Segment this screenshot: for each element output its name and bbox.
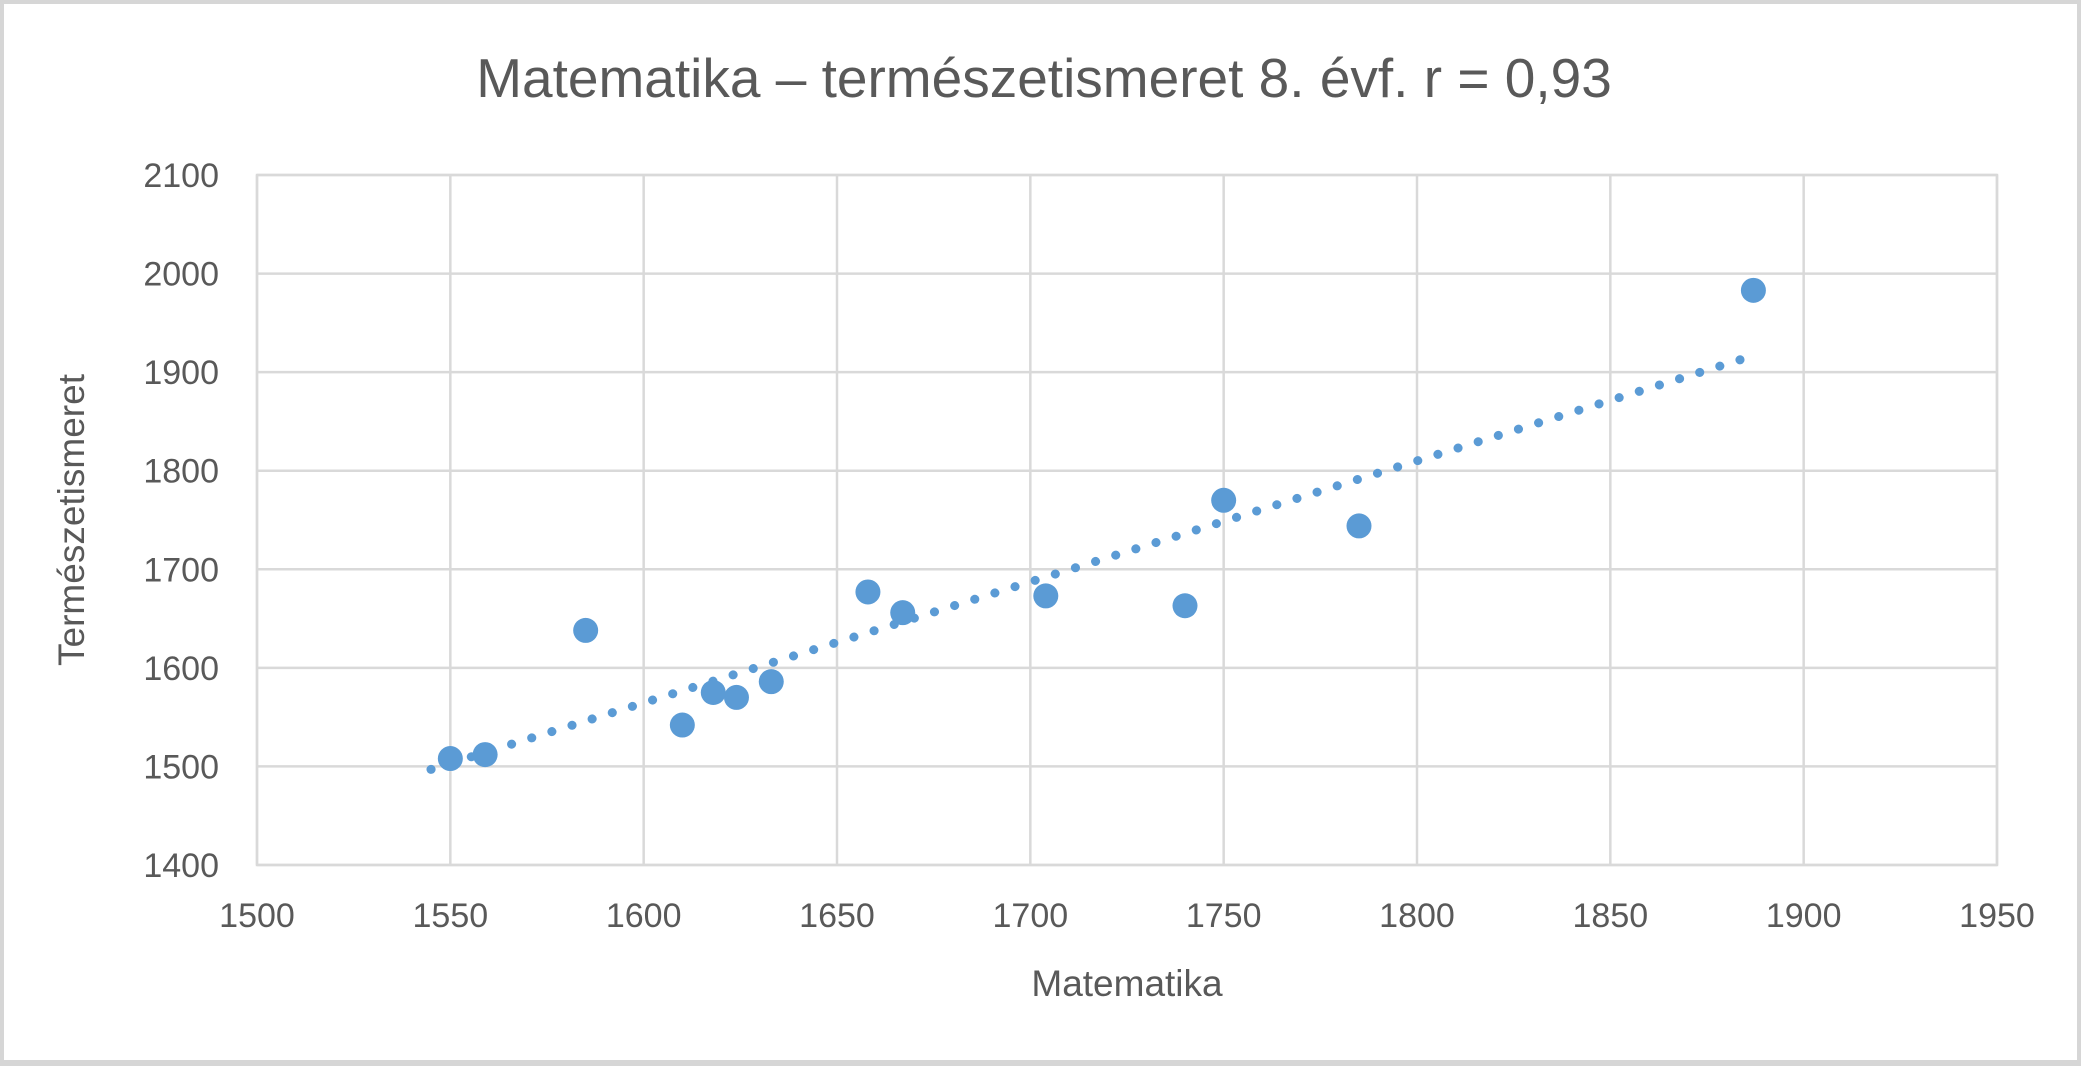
data-point xyxy=(437,746,463,772)
x-tick-label: 1900 xyxy=(1766,897,1842,935)
data-point xyxy=(723,684,749,710)
x-tick-label: 1600 xyxy=(606,897,682,935)
x-tick-label: 1500 xyxy=(219,897,295,935)
data-points-group xyxy=(437,277,1766,772)
y-tick-label: 1700 xyxy=(143,551,219,589)
x-tick-label: 1550 xyxy=(413,897,489,935)
plot-border xyxy=(255,173,1999,867)
trendline-group xyxy=(426,349,1762,774)
y-tick-label: 1500 xyxy=(143,748,219,786)
data-point xyxy=(669,712,695,738)
x-tick-label: 1950 xyxy=(1959,897,2035,935)
x-tick-label: 1700 xyxy=(993,897,1069,935)
data-point xyxy=(1740,277,1766,303)
y-tick-label: 1400 xyxy=(143,847,219,885)
y-tick-label: 1600 xyxy=(143,650,219,688)
x-axis-tick-labels: 1500 1550 1600 1650 1700 1750 1800 1850 1900 1950 xyxy=(219,897,2035,935)
x-tick-label: 1800 xyxy=(1379,897,1455,935)
trendline xyxy=(426,349,1762,774)
data-point xyxy=(700,680,726,705)
data-point xyxy=(1211,487,1237,513)
chart-title: Matematika – természetismeret 8. évf. r … xyxy=(476,47,1612,109)
scatter-chart: 1500 1550 1600 1650 1700 1750 1800 1850 1900 1950… xyxy=(51,47,2035,1004)
data-point xyxy=(1033,583,1059,609)
y-tick-label: 2100 xyxy=(143,157,219,195)
data-point xyxy=(1172,593,1198,619)
data-point xyxy=(855,579,881,605)
y-tick-label: 1800 xyxy=(143,453,219,491)
gridlines xyxy=(255,173,1999,867)
data-point xyxy=(758,669,784,695)
x-tick-label: 1750 xyxy=(1186,897,1262,935)
data-point xyxy=(890,600,916,626)
data-point xyxy=(573,617,599,643)
data-point xyxy=(1346,513,1372,539)
data-point xyxy=(472,742,498,768)
y-tick-label: 1900 xyxy=(143,354,219,392)
x-tick-label: 1850 xyxy=(1573,897,1649,935)
y-tick-label: 2000 xyxy=(143,256,219,294)
y-axis-title: Természetismeret xyxy=(51,373,92,666)
x-tick-label: 1650 xyxy=(799,897,875,935)
x-axis-title: Matematika xyxy=(1031,963,1223,1004)
y-axis-tick-labels: 1400 1500 1600 1700 1800 1900 2000 2100 xyxy=(143,157,219,885)
